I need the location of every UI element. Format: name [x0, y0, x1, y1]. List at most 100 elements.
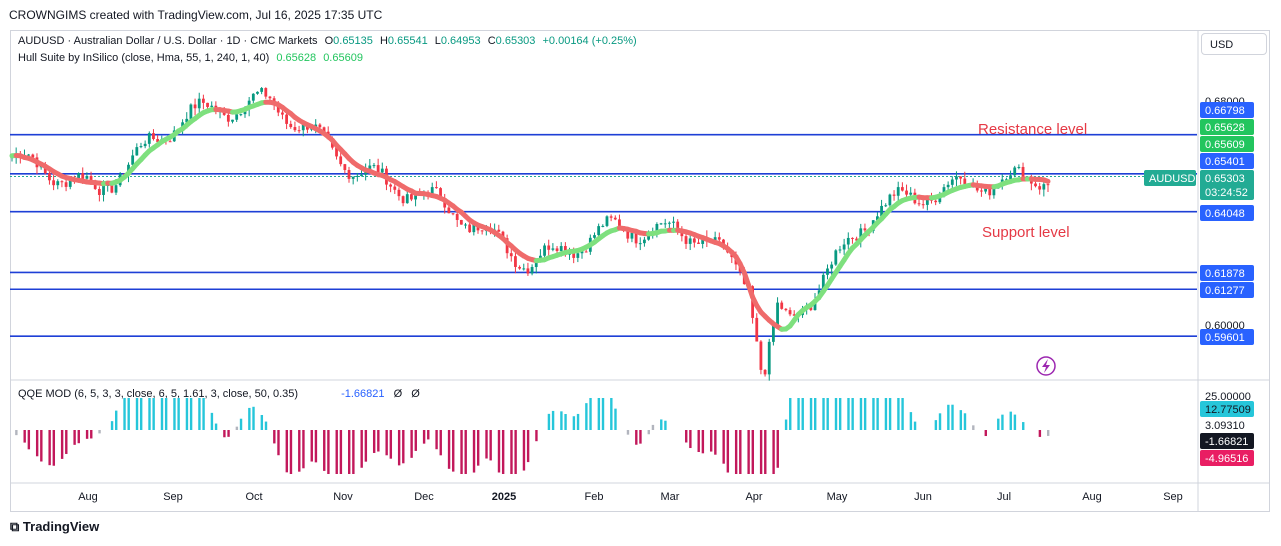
qqe-bar [689, 430, 692, 449]
qqe-bar [772, 430, 775, 474]
qqe-bar [639, 430, 642, 444]
qqe-bar [464, 430, 467, 474]
qqe-bar [123, 398, 126, 430]
qqe-bar [1009, 411, 1012, 430]
price-label: 0.65401 [1205, 156, 1245, 168]
candle-body [896, 187, 900, 196]
hull-legend[interactable]: Hull Suite by InSilico (close, Hma, 55, … [18, 52, 363, 64]
qqe-bar [364, 430, 368, 462]
candle-body [925, 199, 929, 205]
candle-body [1034, 183, 1037, 187]
qqe-bar [685, 430, 688, 443]
qqe-bar [35, 430, 39, 457]
qqe-bar [277, 430, 280, 456]
candle-body [410, 194, 413, 200]
qqe-bar [722, 430, 725, 464]
candle-body [264, 88, 268, 97]
qqe-bar [252, 406, 255, 430]
qqe-bar [834, 398, 838, 430]
candle-body [397, 189, 401, 197]
qqe-bar [801, 398, 804, 430]
eye-icon[interactable]: Ø [411, 388, 420, 400]
qqe-bar [972, 425, 975, 430]
candle-body [235, 114, 239, 120]
qqe-bar [273, 430, 276, 444]
qqe-bar [564, 414, 567, 430]
qqe-bar [397, 430, 401, 466]
qqe-label-bg [1200, 450, 1254, 466]
qqe-bar [947, 404, 950, 430]
qqe-bar [709, 430, 713, 452]
candle-body [522, 268, 526, 270]
candle-body [131, 155, 135, 165]
candle-body [322, 127, 326, 132]
qqe-legend[interactable]: QQE MOD (6, 5, 3, 3, close, 6, 5, 1.61, … [18, 388, 420, 400]
candle-body [776, 302, 779, 325]
candle-body [692, 238, 696, 243]
qqe-bar [248, 407, 251, 430]
chart-credit: CROWNGIMS created with TradingView.com, … [9, 8, 383, 22]
candle-body [289, 123, 293, 128]
price-label: 0.66798 [1205, 105, 1245, 117]
candle-body [609, 216, 613, 218]
change-value: +0.00164 (+0.25%) [542, 35, 637, 47]
candle-body [613, 217, 617, 220]
qqe-bar [614, 408, 617, 430]
candle-body [667, 222, 671, 224]
qqe-bar [751, 430, 754, 474]
hull-title: Hull Suite by InSilico (close, Hma, 55, … [18, 52, 270, 64]
candle-body [884, 205, 888, 207]
candle-body [826, 268, 829, 275]
candle-body [697, 242, 700, 244]
currency-button[interactable]: USD [1201, 33, 1267, 55]
current-price-value: 0.65303 [1205, 173, 1245, 185]
candle-body [1004, 179, 1008, 181]
qqe-bar [901, 398, 904, 430]
candle-body [197, 98, 201, 109]
candle-body [347, 169, 351, 179]
qqe-bar [660, 419, 663, 430]
qqe-axis-label: -4.96516 [1205, 453, 1248, 465]
high-value: 0.65541 [387, 35, 428, 47]
candle-body [189, 104, 193, 119]
qqe-bar [52, 430, 56, 466]
candle-body [447, 207, 451, 214]
qqe-title: QQE MOD (6, 5, 3, 3, close, 6, 5, 1.61, … [18, 388, 299, 400]
qqe-bar [285, 430, 289, 473]
qqe-bar [959, 410, 963, 430]
candle-body [360, 174, 363, 176]
candle-body [905, 190, 908, 195]
price-label-bg [1200, 119, 1254, 135]
symbol-legend[interactable]: AUDUSD · Australian Dollar / U.S. Dollar… [18, 35, 637, 47]
price-label-bg [1200, 282, 1254, 298]
candle-body [876, 216, 879, 221]
qqe-bar [610, 398, 613, 430]
qqe-bar [888, 398, 892, 430]
qqe-bar [48, 430, 51, 466]
candle-body [501, 231, 505, 239]
candle-body [226, 114, 230, 122]
qqe-bar [65, 430, 68, 454]
price-label: 0.59601 [1205, 332, 1245, 344]
candle-body [647, 234, 650, 240]
qqe-bar [452, 430, 455, 472]
candle-body [497, 229, 501, 232]
candle-body [634, 232, 638, 244]
eye-icon[interactable]: Ø [393, 388, 403, 400]
qqe-bar [402, 430, 405, 464]
candle-body [64, 182, 68, 187]
candle-body [892, 194, 896, 196]
qqe-bar [202, 398, 205, 430]
qqe-bar [260, 415, 264, 430]
candle-body [534, 262, 538, 268]
qqe-bar [223, 430, 226, 438]
candle-body [459, 219, 463, 225]
candle-body [193, 104, 197, 109]
candle-body [276, 104, 280, 113]
lightning-icon [1036, 356, 1056, 376]
qqe-bar [460, 430, 463, 474]
qqe-bar [160, 398, 164, 430]
qqe-bar [289, 430, 293, 474]
candle-body [293, 127, 297, 131]
